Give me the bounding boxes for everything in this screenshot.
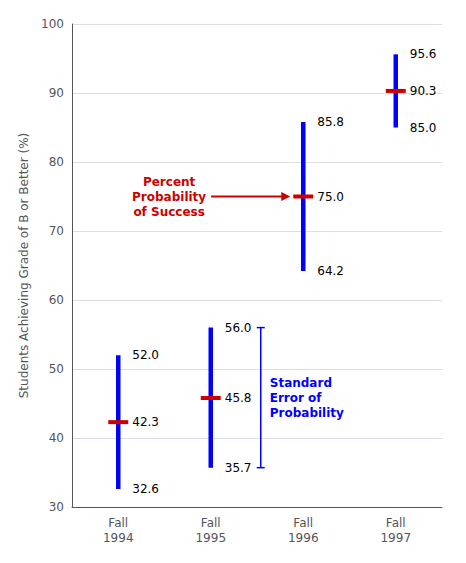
svg-text:75.0: 75.0: [317, 190, 344, 204]
svg-text:100: 100: [41, 17, 64, 31]
svg-text:Students Achieving Grade of B: Students Achieving Grade of B or Better …: [17, 133, 31, 399]
svg-text:Probability: Probability: [270, 406, 344, 420]
svg-text:1997: 1997: [380, 531, 411, 545]
svg-text:35.7: 35.7: [225, 461, 252, 475]
svg-text:1994: 1994: [103, 531, 134, 545]
svg-text:Error of: Error of: [270, 391, 323, 405]
svg-text:42.3: 42.3: [132, 415, 159, 429]
svg-text:Fall: Fall: [108, 516, 128, 530]
svg-text:45.8: 45.8: [225, 391, 252, 405]
svg-text:80: 80: [49, 155, 64, 169]
svg-text:85.0: 85.0: [410, 121, 437, 135]
svg-text:Percent: Percent: [143, 175, 196, 189]
svg-text:64.2: 64.2: [317, 264, 344, 278]
svg-text:95.6: 95.6: [410, 47, 437, 61]
svg-text:Fall: Fall: [293, 516, 313, 530]
svg-text:1996: 1996: [288, 531, 319, 545]
svg-text:52.0: 52.0: [132, 348, 159, 362]
svg-text:40: 40: [49, 431, 64, 445]
svg-text:56.0: 56.0: [225, 321, 252, 335]
svg-text:32.6: 32.6: [132, 482, 159, 496]
svg-text:30: 30: [49, 500, 64, 514]
svg-text:Fall: Fall: [201, 516, 221, 530]
svg-text:of Success: of Success: [133, 205, 204, 219]
svg-text:50: 50: [49, 362, 64, 376]
svg-text:Fall: Fall: [386, 516, 406, 530]
svg-text:1995: 1995: [195, 531, 226, 545]
svg-text:90.3: 90.3: [410, 84, 437, 98]
svg-text:60: 60: [49, 293, 64, 307]
svg-text:Standard: Standard: [270, 376, 332, 390]
svg-text:85.8: 85.8: [317, 115, 344, 129]
svg-text:70: 70: [49, 224, 64, 238]
svg-text:Probability: Probability: [132, 190, 206, 204]
svg-text:90: 90: [49, 86, 64, 100]
